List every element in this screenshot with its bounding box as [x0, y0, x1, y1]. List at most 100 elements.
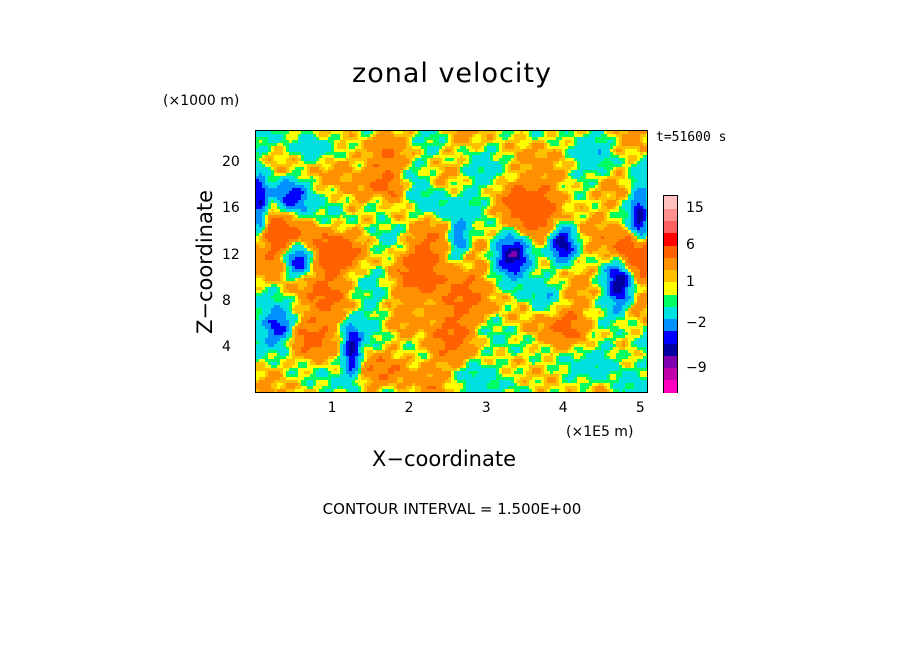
contour-cell: [442, 146, 446, 150]
contour-cell: [577, 137, 596, 141]
contour-cell: [505, 257, 521, 261]
contour-cell: [640, 236, 647, 240]
contour-cell: [577, 290, 590, 294]
contour-cell: [598, 287, 602, 291]
contour-cell: [553, 245, 560, 249]
contour-cell: [511, 215, 551, 219]
contour-cell: [535, 380, 542, 384]
contour-cell: [508, 167, 512, 171]
contour-cell: [355, 281, 359, 285]
contour-cell: [490, 296, 497, 300]
contour-cell: [301, 299, 311, 303]
contour-cell: [631, 239, 638, 243]
contour-cell: [607, 314, 626, 318]
contour-cell: [457, 194, 464, 198]
contour-cell: [358, 377, 362, 381]
contour-cell: [511, 335, 524, 339]
contour-cell: [409, 197, 473, 201]
contour-cell: [352, 383, 359, 387]
contour-cell: [271, 308, 284, 312]
contour-cell: [496, 194, 509, 198]
contour-cell: [529, 317, 536, 321]
contour-cell: [346, 368, 350, 372]
contour-cell: [307, 206, 320, 210]
contour-cell: [358, 347, 362, 351]
contour-cell: [307, 263, 311, 267]
contour-cell: [508, 254, 518, 258]
contour-cell: [319, 206, 329, 210]
contour-cell: [343, 320, 347, 324]
contour-cell: [373, 215, 377, 219]
contour-cell: [532, 251, 542, 255]
contour-cell: [268, 179, 278, 183]
contour-cell: [517, 299, 533, 303]
contour-cell: [541, 134, 545, 138]
contour-cell: [388, 215, 392, 219]
contour-cell: [511, 161, 521, 165]
contour-cell: [520, 248, 524, 252]
contour-cell: [325, 200, 329, 204]
contour-cell: [256, 167, 269, 171]
contour-cell: [613, 161, 623, 165]
contour-cell: [475, 329, 479, 333]
contour-cell: [472, 185, 479, 189]
contour-cell: [307, 272, 314, 276]
contour-cell: [532, 302, 551, 306]
contour-cell: [358, 344, 362, 348]
contour-cell: [406, 164, 410, 168]
contour-cell: [490, 209, 512, 213]
contour-cell: [556, 359, 560, 363]
contour-cell: [283, 275, 287, 279]
contour-cell: [457, 131, 479, 135]
contour-cell: [370, 200, 377, 204]
contour-cell: [391, 302, 404, 306]
contour-cell: [595, 293, 599, 297]
contour-cell: [493, 269, 500, 273]
contour-cell: [469, 287, 494, 291]
contour-cell: [265, 242, 272, 246]
contour-cell: [502, 188, 506, 192]
contour-cell: [625, 284, 629, 288]
contour-cell: [580, 167, 605, 171]
contour-cell: [262, 356, 269, 360]
contour-cell: [478, 329, 482, 333]
contour-cell: [634, 212, 638, 216]
contour-cell: [610, 251, 620, 255]
contour-cell: [511, 251, 518, 255]
contour-cell: [376, 248, 380, 252]
contour-cell: [331, 338, 341, 342]
contour-cell: [586, 242, 590, 246]
contour-cell: [274, 173, 287, 177]
contour-cell: [484, 221, 488, 225]
contour-cell: [436, 329, 449, 333]
contour-cell: [256, 302, 290, 306]
contour-cell: [352, 284, 356, 288]
contour-cell: [400, 230, 407, 234]
contour-cell: [415, 359, 425, 363]
contour-cell: [316, 185, 329, 189]
contour-cell: [547, 143, 551, 147]
contour-cell: [616, 149, 623, 153]
contour-cell: [412, 341, 419, 345]
contour-cell: [295, 386, 302, 390]
contour-cell: [304, 371, 311, 375]
contour-cell: [340, 272, 347, 276]
contour-cell: [628, 131, 647, 135]
contour-cell: [400, 182, 410, 186]
contour-cell: [499, 263, 524, 267]
contour-cell: [532, 320, 557, 324]
contour-cell: [283, 269, 287, 273]
contour-cell: [259, 158, 263, 162]
contour-cell: [403, 380, 446, 384]
contour-cell: [502, 323, 521, 327]
contour-cell: [637, 266, 647, 270]
contour-cell: [409, 140, 413, 144]
contour-cell: [493, 140, 506, 144]
contour-cell: [331, 200, 338, 204]
contour-cell: [451, 284, 470, 288]
contour-cell: [355, 308, 359, 312]
contour-cell: [373, 308, 380, 312]
contour-cell: [364, 353, 368, 357]
contour-cell: [619, 347, 626, 351]
contour-cell: [364, 338, 371, 342]
